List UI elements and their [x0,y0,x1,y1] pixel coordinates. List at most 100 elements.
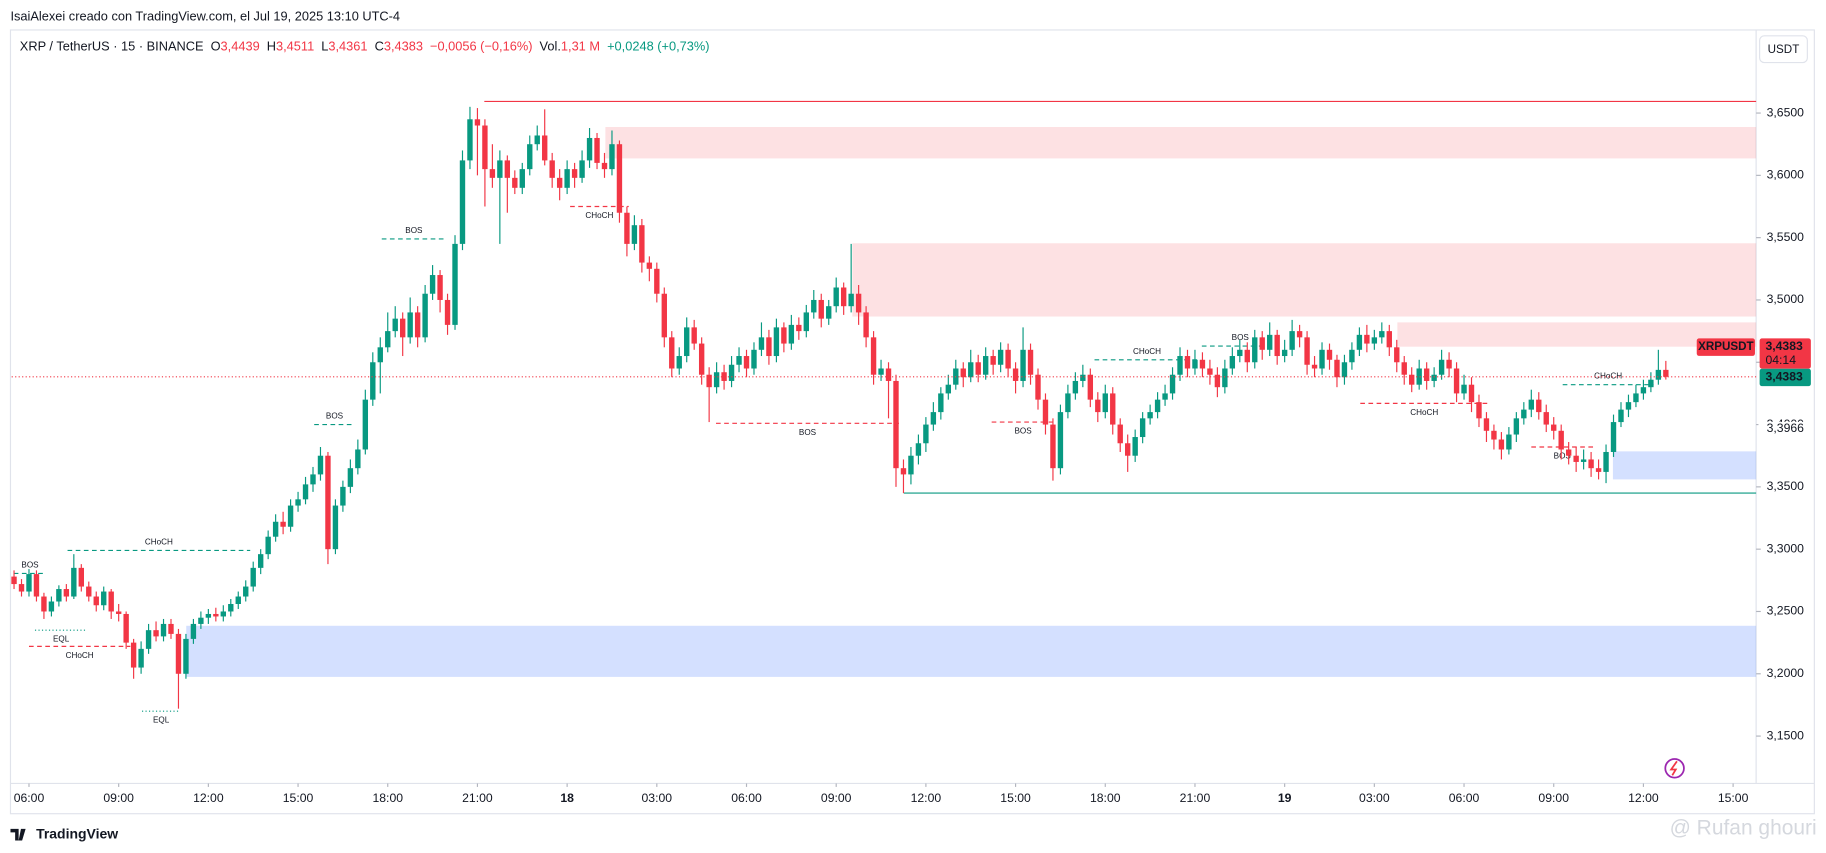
structure-label: CHoCH [145,537,173,546]
candle-body [938,393,944,413]
y-tick-label: 3,5500 [1767,230,1805,244]
candle-body [198,617,204,624]
candle-body [1267,334,1273,350]
candle-body [990,356,996,365]
candle-body [1237,349,1243,357]
candle-body [392,318,398,332]
candle-body [235,596,241,604]
x-tick-label: 15:00 [1718,791,1749,805]
candle-body [101,591,107,606]
symbol-tag-text: XRPUSDT [1698,340,1754,353]
candle-body [1222,368,1228,388]
candle-body [848,293,854,307]
candle-body [556,177,563,188]
candle-body [1663,369,1669,377]
candle-body [624,212,630,244]
x-tick-label: 03:00 [642,791,673,805]
x-tick-label: 15:00 [283,791,314,805]
candle-body [728,364,735,381]
candle-body [145,630,152,649]
candle-body [1640,387,1647,394]
candle-body [370,362,376,400]
x-tick-label: 12:00 [1628,791,1659,805]
candle-body [915,443,922,456]
candle-body [631,225,638,244]
candle-body [123,613,129,643]
candle-body [1162,393,1168,400]
candle-body [691,327,697,344]
candle-body [527,144,533,170]
candle-body [1513,418,1520,435]
candle-body [1184,356,1191,369]
candle-body [228,603,234,612]
logo-mark[interactable] [10,828,26,841]
attribution: IsaiAlexei creado con TradingView.com, e… [10,9,400,24]
candle-body [1648,379,1654,388]
candle-body [811,299,817,313]
candle-body [788,324,795,344]
currency-button[interactable] [1759,35,1808,64]
y-tick-label: 3,1500 [1767,728,1805,742]
candle-body [542,135,548,161]
candle-body [698,343,705,375]
candle-body [1252,337,1258,363]
candle-body [377,347,383,363]
candle-body [1296,331,1303,338]
y-tick-label: 3,6500 [1767,105,1805,119]
y-tick-label: 3,5000 [1767,292,1805,306]
candle-body [833,287,839,307]
candle-body [1072,380,1079,394]
candle-body [93,596,99,606]
currency-label[interactable]: USDT [1768,43,1800,56]
x-tick-label: 12:00 [193,791,224,805]
candle-body [437,275,443,300]
vol-change: +0,0248 (+0,73%) [607,39,709,54]
candle-body [1102,393,1108,413]
candle-body [743,356,750,369]
icon-bolt[interactable] [1669,760,1678,776]
candle-body [459,160,466,244]
candle-body [654,268,660,294]
candle-body [863,312,869,338]
candle-body [205,613,212,618]
candle-body [138,648,144,668]
candle-body [1386,331,1392,348]
candle-body [840,287,847,307]
candle-body [310,474,316,485]
lightning-icon[interactable] [1664,758,1685,779]
candle-body [1543,412,1549,425]
logo-text[interactable]: TradingView [36,825,118,841]
candle-body [11,576,17,585]
candle-body [1035,374,1041,400]
candle-body [721,372,727,381]
candle-body [997,349,1004,365]
x-tick-label: 06:00 [731,791,762,805]
candle-body [1304,337,1310,365]
candle-body [272,521,279,537]
candle-body [1311,364,1318,369]
candle-body [220,611,227,617]
candle-body [1274,334,1280,357]
icon-circle[interactable] [1664,758,1685,779]
chart-frame [9,29,1815,815]
candle-body [1087,374,1094,400]
candle-body [900,468,907,475]
candle-body [1558,430,1564,450]
candle-body [1229,356,1236,369]
symbol-tag [1696,338,1755,356]
x-tick-label: 09:00 [1538,791,1569,805]
candle-body [706,374,712,388]
last-price-tag [1759,338,1811,369]
candle-body [519,169,525,188]
tradingview-logo[interactable]: TradingView [10,825,118,841]
candle-body [160,623,167,637]
y-tick-label: 3,6000 [1767,168,1805,182]
candle-body [115,611,122,614]
marker-label: 3,3966 [1767,421,1805,435]
candle-body [1005,349,1011,369]
vol-label: Vol. [540,39,561,54]
candle-body [407,312,413,338]
structure-label: BOS [405,226,423,235]
